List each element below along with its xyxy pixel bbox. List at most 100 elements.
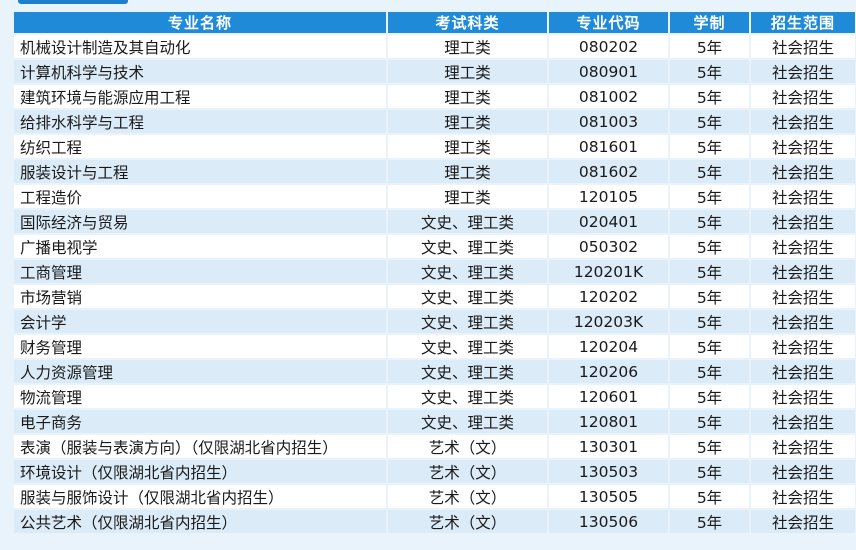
major-name-cell: 服装设计与工程 <box>14 160 386 183</box>
major-code-cell: 081003 <box>549 110 668 133</box>
exam-category-cell: 文史、理工类 <box>388 310 547 333</box>
major-code-cell: 120201K <box>549 260 668 283</box>
enrollment-scope-cell: 社会招生 <box>751 260 855 283</box>
enrollment-scope-cell: 社会招生 <box>751 310 855 333</box>
enrollment-scope-cell: 社会招生 <box>751 35 855 58</box>
major-name-cell: 计算机科学与技术 <box>14 60 386 83</box>
major-name-cell: 物流管理 <box>14 385 386 408</box>
duration-cell: 5年 <box>670 460 749 483</box>
exam-category-cell: 理工类 <box>388 160 547 183</box>
duration-cell: 5年 <box>670 60 749 83</box>
table-row: 公共艺术（仅限湖北省内招生） 艺术（文） 130506 5年 社会招生 <box>14 510 855 533</box>
duration-cell: 5年 <box>670 435 749 458</box>
major-name-cell: 建筑环境与能源应用工程 <box>14 85 386 108</box>
major-name-cell: 服装与服饰设计（仅限湖北省内招生） <box>14 485 386 508</box>
duration-cell: 5年 <box>670 310 749 333</box>
header-major-name: 专业名称 <box>14 12 386 33</box>
exam-category-cell: 艺术（文） <box>388 510 547 533</box>
enrollment-scope-cell: 社会招生 <box>751 360 855 383</box>
table-row: 电子商务 文史、理工类 120801 5年 社会招生 <box>14 410 855 433</box>
table-row: 纺织工程 理工类 081601 5年 社会招生 <box>14 135 855 158</box>
exam-category-cell: 理工类 <box>388 135 547 158</box>
major-code-cell: 120105 <box>549 185 668 208</box>
table-row: 会计学 文史、理工类 120203K 5年 社会招生 <box>14 310 855 333</box>
header-exam-category: 考试科类 <box>388 12 547 33</box>
major-name-cell: 纺织工程 <box>14 135 386 158</box>
header-duration: 学制 <box>670 12 749 33</box>
table-row: 市场营销 文史、理工类 120202 5年 社会招生 <box>14 285 855 308</box>
major-code-cell: 120801 <box>549 410 668 433</box>
enrollment-scope-cell: 社会招生 <box>751 60 855 83</box>
exam-category-cell: 文史、理工类 <box>388 235 547 258</box>
table-row: 物流管理 文史、理工类 120601 5年 社会招生 <box>14 385 855 408</box>
major-name-cell: 公共艺术（仅限湖北省内招生） <box>14 510 386 533</box>
major-code-cell: 120206 <box>549 360 668 383</box>
major-code-cell: 120203K <box>549 310 668 333</box>
major-name-cell: 国际经济与贸易 <box>14 210 386 233</box>
major-code-cell: 081602 <box>549 160 668 183</box>
table-row: 建筑环境与能源应用工程 理工类 081002 5年 社会招生 <box>14 85 855 108</box>
enrollment-scope-cell: 社会招生 <box>751 385 855 408</box>
table-row: 人力资源管理 文史、理工类 120206 5年 社会招生 <box>14 360 855 383</box>
table-row: 计算机科学与技术 理工类 080901 5年 社会招生 <box>14 60 855 83</box>
top-header-strip <box>0 0 856 10</box>
table-row: 国际经济与贸易 文史、理工类 020401 5年 社会招生 <box>14 210 855 233</box>
enrollment-scope-cell: 社会招生 <box>751 185 855 208</box>
enrollment-scope-cell: 社会招生 <box>751 110 855 133</box>
major-name-cell: 市场营销 <box>14 285 386 308</box>
duration-cell: 5年 <box>670 510 749 533</box>
exam-category-cell: 文史、理工类 <box>388 360 547 383</box>
enrollment-scope-cell: 社会招生 <box>751 485 855 508</box>
exam-category-cell: 文史、理工类 <box>388 260 547 283</box>
enrollment-scope-cell: 社会招生 <box>751 85 855 108</box>
major-code-cell: 120202 <box>549 285 668 308</box>
table-row: 服装与服饰设计（仅限湖北省内招生） 艺术（文） 130505 5年 社会招生 <box>14 485 855 508</box>
exam-category-cell: 文史、理工类 <box>388 410 547 433</box>
major-name-cell: 财务管理 <box>14 335 386 358</box>
enrollment-scope-cell: 社会招生 <box>751 410 855 433</box>
duration-cell: 5年 <box>670 35 749 58</box>
major-code-cell: 081601 <box>549 135 668 158</box>
major-code-cell: 130506 <box>549 510 668 533</box>
table-body: 机械设计制造及其自动化 理工类 080202 5年 社会招生 计算机科学与技术 理工类 080… <box>14 35 855 533</box>
table-row: 工商管理 文史、理工类 120201K 5年 社会招生 <box>14 260 855 283</box>
duration-cell: 5年 <box>670 235 749 258</box>
exam-category-cell: 艺术（文） <box>388 485 547 508</box>
duration-cell: 5年 <box>670 185 749 208</box>
duration-cell: 5年 <box>670 410 749 433</box>
major-code-cell: 120204 <box>549 335 668 358</box>
major-name-cell: 表演（服装与表演方向）（仅限湖北省内招生） <box>14 435 386 458</box>
enrollment-scope-cell: 社会招生 <box>751 435 855 458</box>
table-header-row: 专业名称 考试科类 专业代码 学制 招生范围 <box>14 12 855 33</box>
enrollment-scope-cell: 社会招生 <box>751 210 855 233</box>
duration-cell: 5年 <box>670 335 749 358</box>
major-name-cell: 人力资源管理 <box>14 360 386 383</box>
duration-cell: 5年 <box>670 210 749 233</box>
exam-category-cell: 理工类 <box>388 185 547 208</box>
exam-category-cell: 理工类 <box>388 60 547 83</box>
exam-category-cell: 理工类 <box>388 35 547 58</box>
table-row: 服装设计与工程 理工类 081602 5年 社会招生 <box>14 160 855 183</box>
major-name-cell: 工程造价 <box>14 185 386 208</box>
duration-cell: 5年 <box>670 485 749 508</box>
major-code-cell: 130503 <box>549 460 668 483</box>
duration-cell: 5年 <box>670 85 749 108</box>
duration-cell: 5年 <box>670 260 749 283</box>
major-name-cell: 工商管理 <box>14 260 386 283</box>
table-row: 财务管理 文史、理工类 120204 5年 社会招生 <box>14 335 855 358</box>
enrollment-scope-cell: 社会招生 <box>751 285 855 308</box>
enrollment-scope-cell: 社会招生 <box>751 460 855 483</box>
exam-category-cell: 理工类 <box>388 110 547 133</box>
section-title-underline <box>18 0 128 4</box>
exam-category-cell: 艺术（文） <box>388 460 547 483</box>
major-name-cell: 电子商务 <box>14 410 386 433</box>
table-row: 表演（服装与表演方向）（仅限湖北省内招生） 艺术（文） 130301 5年 社会招生 <box>14 435 855 458</box>
table-row: 工程造价 理工类 120105 5年 社会招生 <box>14 185 855 208</box>
major-code-cell: 120601 <box>549 385 668 408</box>
table-row: 机械设计制造及其自动化 理工类 080202 5年 社会招生 <box>14 35 855 58</box>
exam-category-cell: 文史、理工类 <box>388 210 547 233</box>
enrollment-scope-cell: 社会招生 <box>751 160 855 183</box>
major-name-cell: 给排水科学与工程 <box>14 110 386 133</box>
exam-category-cell: 理工类 <box>388 85 547 108</box>
exam-category-cell: 艺术（文） <box>388 435 547 458</box>
